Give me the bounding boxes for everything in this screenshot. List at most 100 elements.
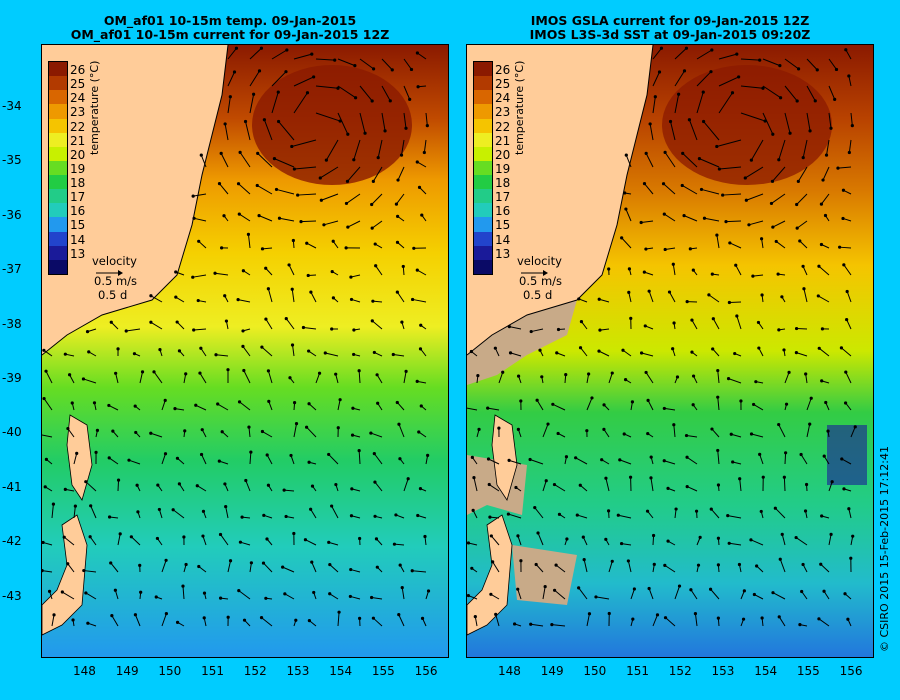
current-vector-head	[839, 346, 844, 350]
current-vector	[412, 298, 427, 303]
colorbar-tick-19: 19	[70, 161, 86, 176]
current-vector-head	[135, 483, 139, 487]
current-vector-head	[632, 587, 637, 591]
current-vector	[674, 70, 685, 87]
current-vector-head	[663, 247, 667, 252]
longitude-label: 150	[583, 664, 607, 678]
current-vector-head	[353, 96, 358, 100]
current-vector-head	[109, 320, 113, 324]
current-vector-head	[470, 566, 474, 570]
current-vector	[691, 319, 698, 330]
colorbar-tick-23: 23	[495, 105, 511, 120]
current-vector-head	[528, 457, 532, 462]
current-vector	[323, 220, 339, 226]
current-vector-head	[224, 504, 228, 509]
current-vector-head	[544, 479, 548, 483]
current-vector-head	[666, 486, 670, 490]
current-vector	[292, 344, 295, 357]
colorbar-swatch	[49, 245, 67, 260]
current-vector-head	[309, 507, 313, 511]
current-vector-head	[217, 459, 221, 463]
current-vector-head	[690, 350, 694, 354]
current-vector-head	[312, 75, 316, 79]
current-vector-head	[691, 268, 695, 272]
colorbar-tick-20: 20	[495, 147, 511, 162]
longitude-label: 155	[371, 664, 395, 678]
current-vector-head	[282, 488, 286, 492]
current-vector-head	[845, 317, 849, 322]
current-vector-head	[551, 402, 555, 406]
current-vector-head	[627, 290, 631, 295]
current-vector	[276, 188, 295, 195]
current-vector-head	[778, 557, 782, 561]
current-vector	[353, 139, 361, 160]
current-vector-head	[66, 426, 70, 431]
current-vector	[371, 320, 383, 330]
current-vector-head	[241, 329, 245, 333]
current-vector-head	[109, 561, 113, 565]
current-vector-head	[416, 85, 420, 89]
current-vector-head	[305, 241, 309, 245]
current-vector-head	[802, 287, 806, 291]
current-vector-head	[43, 485, 47, 489]
current-vector-head	[642, 182, 647, 186]
current-vector	[645, 372, 654, 384]
current-vector-head	[841, 216, 845, 221]
current-vector-head	[741, 617, 746, 621]
current-vector-head	[73, 504, 77, 508]
current-vector	[285, 318, 295, 330]
current-vector-head	[808, 129, 812, 133]
current-vector-head	[224, 319, 229, 323]
current-vector	[85, 592, 97, 600]
current-vector	[83, 378, 97, 384]
current-vector-head	[351, 406, 355, 410]
current-vector-head	[578, 346, 583, 350]
colorbar-swatch	[474, 175, 492, 190]
current-vector-head	[849, 556, 853, 560]
current-vector-head	[257, 69, 262, 73]
current-vector-head	[177, 482, 181, 486]
current-vector	[42, 570, 53, 573]
current-vector-head	[398, 563, 402, 567]
current-vector	[652, 614, 658, 627]
south-coast	[42, 514, 88, 636]
current-vector	[331, 505, 339, 519]
latitude-label: -41	[2, 479, 22, 494]
current-vector-head	[516, 427, 520, 431]
current-vector-head	[328, 562, 332, 567]
current-vector-head	[94, 450, 98, 454]
current-vector	[42, 434, 53, 438]
colorbar-swatch	[474, 259, 492, 274]
current-vector-head	[334, 482, 338, 487]
current-vector	[398, 614, 405, 627]
current-vector	[627, 560, 632, 573]
current-vector-head	[197, 239, 201, 243]
current-vector	[818, 347, 830, 357]
current-vector	[783, 477, 786, 492]
current-vector-head	[138, 563, 142, 567]
current-vector-head	[788, 131, 792, 135]
current-vector-head	[418, 347, 423, 351]
colorbar-swatch	[474, 132, 492, 147]
current-vector	[425, 112, 428, 126]
current-vector-head	[696, 563, 701, 567]
current-vector-head	[410, 297, 415, 302]
current-vector	[337, 612, 340, 627]
current-vector-head	[552, 588, 557, 592]
current-vector-head	[149, 431, 153, 435]
current-vector-head	[594, 595, 598, 599]
current-vector	[321, 193, 339, 201]
longitude-label: 148	[498, 664, 521, 678]
current-vector	[396, 193, 405, 205]
current-vector	[828, 85, 836, 100]
current-vector-head	[223, 482, 227, 486]
current-vector-head	[370, 319, 374, 323]
colorbar-swatch	[474, 217, 492, 232]
current-vector-head	[89, 504, 93, 508]
current-vector	[261, 617, 273, 627]
current-vector	[315, 373, 321, 384]
current-vector	[51, 504, 54, 519]
current-vector-head	[107, 515, 112, 519]
current-vector-head	[223, 122, 227, 126]
current-vector-head	[60, 590, 64, 594]
